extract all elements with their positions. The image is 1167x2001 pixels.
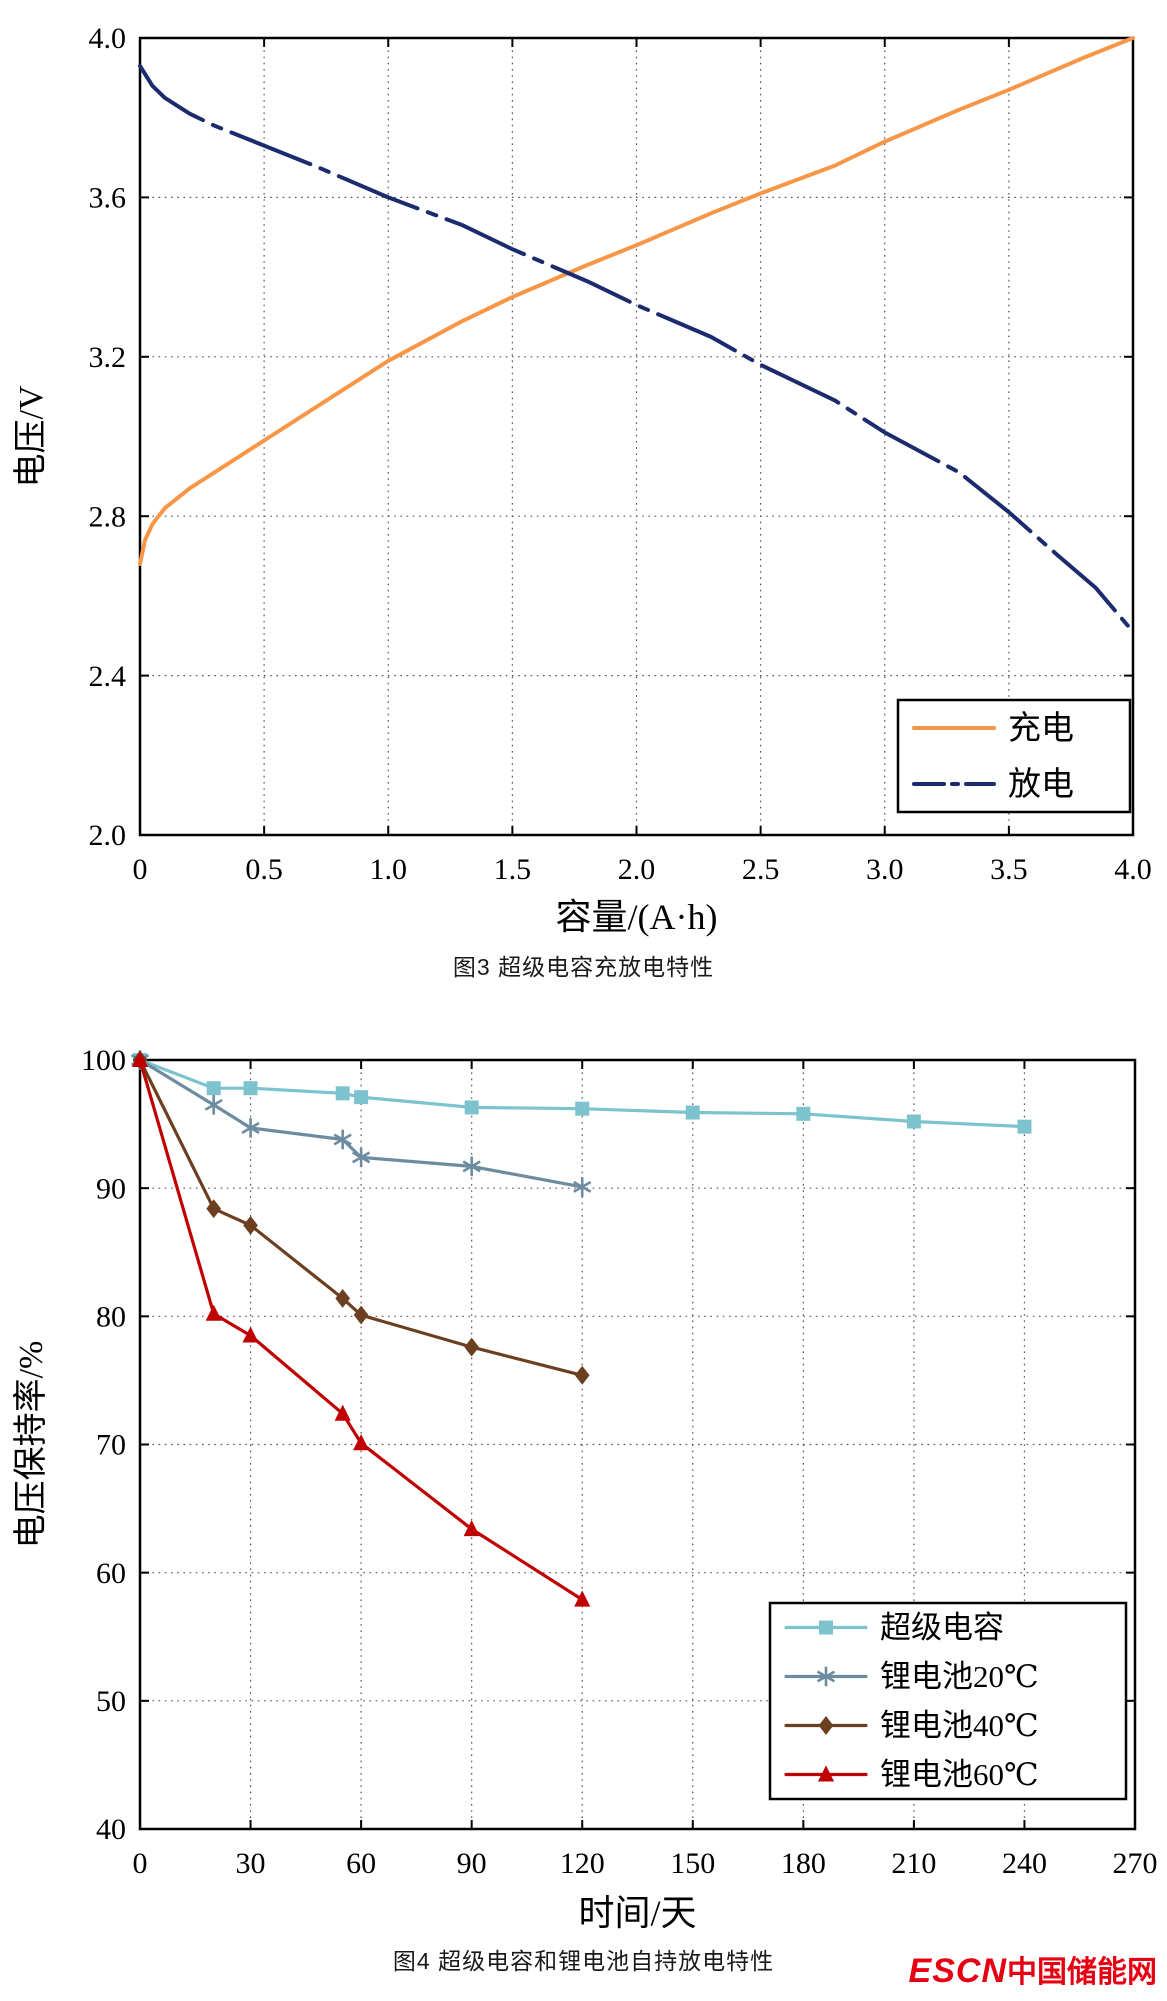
svg-text:锂电池40℃: 锂电池40℃ xyxy=(880,1708,1039,1743)
svg-text:3.6: 3.6 xyxy=(89,182,127,215)
escn-logo-cn-text: 中国储能网 xyxy=(1007,1956,1157,1989)
figure-3: 0 0.5 1.0 1.5 2.0 2.5 3.0 3.5 4.0 2.0 2.4 2.8 3.2 3.6… xyxy=(0,0,1167,993)
svg-text:270: 270 xyxy=(1113,1847,1158,1880)
figure-4: 0 30 60 90 120 150 180 210 240 270 40 50 60 70 80 90 100… xyxy=(0,993,1167,2001)
svg-text:2.0: 2.0 xyxy=(618,853,656,886)
svg-text:1.0: 1.0 xyxy=(370,853,408,886)
svg-text:电压保持率/%: 电压保持率/% xyxy=(12,1341,50,1549)
svg-text:2.0: 2.0 xyxy=(89,819,127,852)
svg-text:1.5: 1.5 xyxy=(494,853,532,886)
svg-text:210: 210 xyxy=(891,1847,936,1880)
svg-text:0: 0 xyxy=(133,853,148,886)
svg-text:80: 80 xyxy=(96,1301,126,1334)
svg-text:充电: 充电 xyxy=(1008,710,1074,747)
svg-text:超级电容: 超级电容 xyxy=(880,1610,1004,1645)
svg-text:90: 90 xyxy=(96,1172,126,1205)
svg-text:2.5: 2.5 xyxy=(742,853,780,886)
svg-text:60: 60 xyxy=(96,1557,126,1590)
figure-3-caption: 图3 超级电容充放电特性 xyxy=(452,954,715,980)
svg-text:90: 90 xyxy=(457,1847,487,1880)
svg-text:锂电池20℃: 锂电池20℃ xyxy=(880,1659,1039,1694)
svg-text:30: 30 xyxy=(236,1847,266,1880)
chart1-svg: 0 0.5 1.0 1.5 2.0 2.5 3.0 3.5 4.0 2.0 2.4 2.8 3.2 3.6… xyxy=(12,22,1152,937)
svg-text:50: 50 xyxy=(96,1685,126,1718)
svg-text:70: 70 xyxy=(96,1429,126,1462)
svg-text:锂电池60℃: 锂电池60℃ xyxy=(880,1757,1039,1792)
svg-text:电压/V: 电压/V xyxy=(12,385,50,487)
svg-text:时间/天: 时间/天 xyxy=(578,1893,696,1933)
svg-text:3.0: 3.0 xyxy=(866,853,904,886)
svg-text:2.4: 2.4 xyxy=(89,660,127,693)
svg-text:240: 240 xyxy=(1002,1847,1047,1880)
svg-text:容量/(A·h): 容量/(A·h) xyxy=(556,897,718,937)
figure-4-caption: 图4 超级电容和锂电池自持放电特性 xyxy=(392,1948,775,1974)
svg-text:0: 0 xyxy=(133,1847,148,1880)
svg-text:3.2: 3.2 xyxy=(89,341,127,374)
figure-4-footer: 图4 超级电容和锂电池自持放电特性 ESCN中国储能网 xyxy=(0,1941,1167,2001)
svg-text:120: 120 xyxy=(560,1847,605,1880)
chart2-svg: 0 30 60 90 120 150 180 210 240 270 40 50 60 70 80 90 100… xyxy=(12,1044,1158,1933)
svg-text:4.0: 4.0 xyxy=(89,22,127,55)
svg-text:150: 150 xyxy=(670,1847,715,1880)
escn-logo: ESCN中国储能网 xyxy=(909,1947,1157,1991)
svg-text:100: 100 xyxy=(81,1044,126,1077)
svg-text:3.5: 3.5 xyxy=(990,853,1028,886)
svg-text:放电: 放电 xyxy=(1008,766,1074,803)
escn-logo-text: ESCN xyxy=(908,1952,1007,1990)
svg-text:40: 40 xyxy=(96,1813,126,1846)
svg-text:4.0: 4.0 xyxy=(1114,853,1152,886)
svg-text:180: 180 xyxy=(781,1847,826,1880)
svg-text:2.8: 2.8 xyxy=(89,500,127,533)
svg-text:60: 60 xyxy=(346,1847,376,1880)
svg-text:0.5: 0.5 xyxy=(245,853,283,886)
